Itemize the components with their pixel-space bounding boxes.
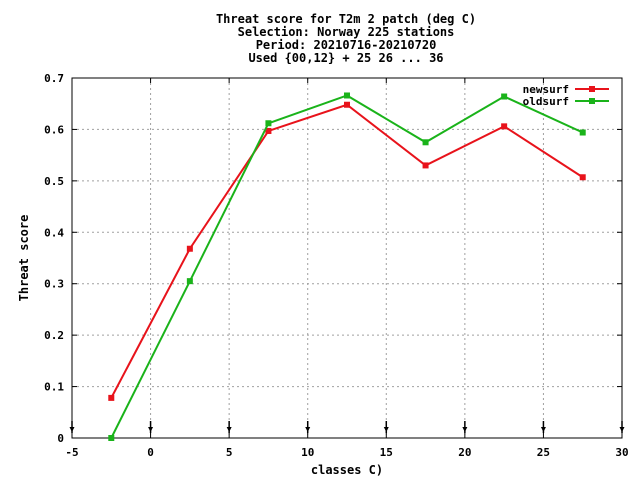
bottom-marker-head — [148, 427, 154, 432]
data-point-newsurf — [186, 245, 193, 252]
x-tick-label: 25 — [537, 446, 550, 459]
x-tick-label: 20 — [458, 446, 471, 459]
grid — [72, 78, 622, 438]
data-series — [108, 92, 586, 441]
x-tick-label: 5 — [226, 446, 233, 459]
data-point-newsurf — [344, 101, 350, 108]
y-tick-label: 0 — [57, 432, 64, 445]
data-point-newsurf — [422, 162, 429, 169]
title-line-2: Selection: Norway 225 stations — [238, 25, 455, 39]
data-point-newsurf — [501, 123, 508, 130]
x-tick-label: 30 — [615, 446, 628, 459]
data-point-newsurf — [108, 394, 115, 401]
data-point-oldsurf — [579, 129, 586, 136]
y-axis-label: Threat score — [17, 215, 31, 302]
y-tick-label: 0.3 — [44, 278, 64, 291]
x-tick-label: 15 — [380, 446, 393, 459]
bottom-marker-head — [69, 427, 75, 432]
y-tick-label: 0.5 — [44, 175, 64, 188]
data-point-oldsurf — [108, 435, 115, 441]
data-point-oldsurf — [186, 278, 193, 285]
bottom-marker-head — [383, 427, 389, 432]
x-tick-labels: -5 0 5 10 15 20 25 30 — [65, 446, 628, 459]
title-line-4: Used {00,12} + 25 26 ... 36 — [248, 51, 443, 65]
bottom-marker-head — [540, 427, 546, 432]
bottom-marker-head — [462, 427, 468, 432]
y-tick-label: 0.7 — [44, 72, 64, 85]
plot-frame — [71, 77, 623, 439]
data-point-oldsurf — [422, 139, 429, 146]
x-tick-label: -5 — [65, 446, 78, 459]
title-line-3: Period: 20210716-20210720 — [256, 38, 437, 52]
data-point-oldsurf — [265, 120, 272, 127]
x-tick-label: 0 — [147, 446, 154, 459]
bottom-marker-head — [619, 427, 625, 432]
axis-ticks — [71, 77, 623, 439]
y-tick-label: 0.6 — [44, 123, 64, 136]
legend-label-oldsurf: oldsurf — [523, 95, 569, 108]
y-tick-label: 0.4 — [44, 226, 64, 239]
bottom-markers — [69, 421, 625, 433]
legend-marker-oldsurf — [589, 98, 595, 104]
title-line-1: Threat score for T2m 2 patch (deg C) — [216, 12, 476, 26]
y-tick-labels: 0 0.1 0.2 0.3 0.4 0.5 0.6 0.7 — [44, 72, 64, 445]
x-tick-label: 10 — [301, 446, 314, 459]
bottom-marker-head — [226, 427, 232, 432]
data-point-oldsurf — [344, 92, 350, 99]
legend-label-newsurf: newsurf — [523, 83, 569, 96]
y-tick-label: 0.1 — [44, 381, 64, 394]
x-axis-label: classes C) — [311, 463, 383, 477]
bottom-marker-head — [305, 427, 311, 432]
data-point-newsurf — [265, 127, 272, 134]
chart-title: Threat score for T2m 2 patch (deg C)Sele… — [216, 12, 476, 65]
series-line-newsurf — [110, 103, 584, 399]
legend-marker-newsurf — [589, 86, 595, 92]
data-point-oldsurf — [501, 93, 508, 100]
data-point-newsurf — [579, 174, 586, 181]
y-tick-label: 0.2 — [44, 329, 64, 342]
